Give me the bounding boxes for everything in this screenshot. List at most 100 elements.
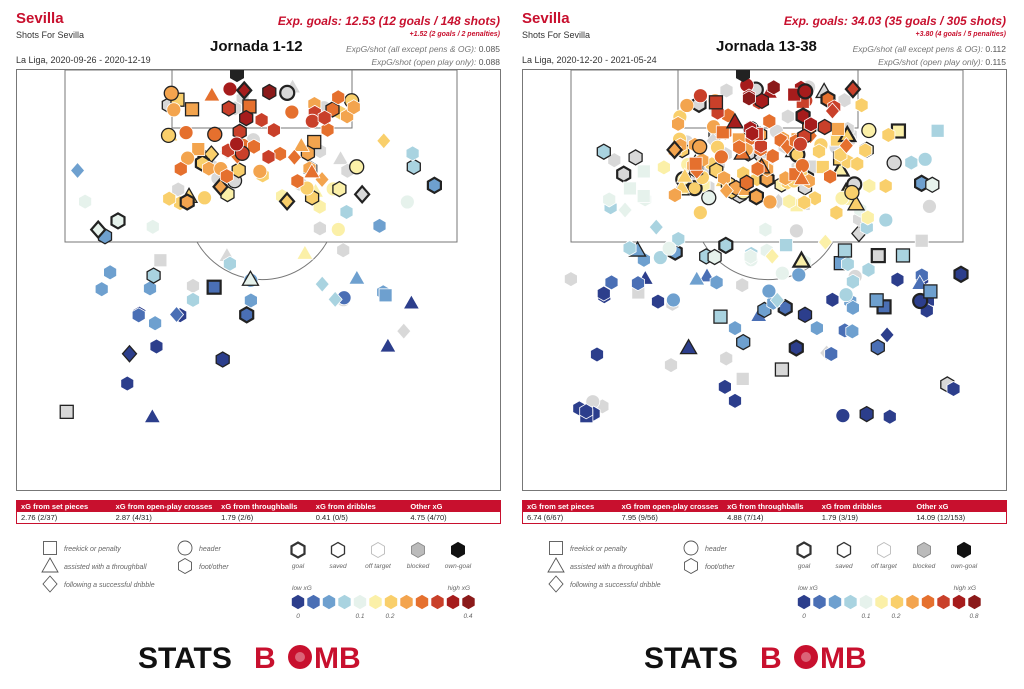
shot-marker: [346, 99, 361, 116]
shot-marker: [824, 102, 840, 120]
shot-marker: [679, 338, 698, 355]
shot-marker: [579, 403, 594, 420]
table-cell: 4.88 (7/14): [727, 513, 764, 522]
table-cell: 0.41 (0/5): [315, 513, 348, 522]
shot-marker: [774, 265, 790, 281]
shot-marker: [774, 362, 790, 377]
shot-marker: [145, 218, 160, 235]
shot-marker: [815, 160, 830, 174]
logo-ball-highlight: [801, 652, 811, 662]
legend-shape-key: [178, 557, 192, 575]
legend-label: off target: [365, 563, 392, 570]
exp-goals: Exp. goals: 12.53 (12 goals / 148 shots): [277, 14, 500, 28]
shot-marker: [692, 205, 708, 221]
legend-outcome-key: [411, 541, 425, 559]
shot-marker: [78, 193, 92, 210]
legend-outcome-key: [290, 541, 306, 559]
legend-high-xg: high xG: [448, 585, 470, 592]
legend-label: assisted with a throughball: [64, 564, 147, 571]
shot-marker: [222, 255, 237, 272]
shot-marker: [426, 176, 442, 195]
shot-marker: [623, 181, 637, 196]
exp-goals-penalties: +3.80 (4 goals / 5 penalties): [915, 31, 1006, 38]
legend-shape-key: [43, 541, 57, 555]
legend-outcome-key: [917, 541, 931, 559]
shot-marker: [807, 190, 822, 207]
shot-marker: [882, 408, 897, 425]
shot-marker: [231, 161, 246, 179]
legend-label: blocked: [407, 563, 430, 570]
legend-outcome-key: [877, 541, 891, 559]
logo-text-left: STATS: [644, 642, 738, 674]
logo-ball-icon: [794, 645, 818, 669]
legend-label: own-goal: [445, 563, 472, 570]
shot-marker: [676, 167, 694, 183]
shot-marker: [219, 168, 234, 185]
color-scale-swatch: [430, 594, 445, 610]
shot-marker: [235, 80, 253, 101]
shot-marker: [348, 269, 366, 285]
shot-marker: [246, 138, 261, 155]
legend-shape-key: [41, 557, 59, 573]
legend-shape-key: [683, 540, 699, 556]
shot-marker: [707, 248, 722, 266]
shot-marker: [718, 182, 734, 200]
table-cell: 1.79 (3/19): [821, 513, 859, 522]
shot-marker: [110, 212, 126, 230]
shot-marker: [797, 83, 814, 100]
shot-marker: [904, 154, 919, 171]
shot-marker: [953, 265, 969, 284]
legend-label: goal: [798, 563, 811, 570]
color-scale-swatch: [828, 594, 842, 610]
table-cell: 4.75 (4/70): [410, 513, 447, 522]
shot-marker: [243, 292, 258, 309]
shot-marker: [844, 79, 862, 99]
shot-marker: [858, 142, 873, 159]
own-goal-marker: [230, 70, 244, 83]
shot-marker: [564, 271, 578, 288]
table-cell: 6.74 (6/67): [527, 513, 564, 522]
shot-marker: [743, 248, 758, 265]
logo-svg: STATS B MB: [138, 642, 361, 675]
shot-marker: [89, 219, 107, 240]
shot-marker: [845, 323, 860, 340]
legend-label: header: [199, 546, 221, 553]
legend-outcome-key: [796, 541, 812, 559]
table-header: Other xG: [410, 502, 443, 511]
shot-marker: [221, 100, 236, 117]
color-scale-tick: 0.2: [385, 613, 394, 620]
shot-marker: [765, 148, 780, 164]
shot-marker: [779, 238, 793, 253]
shot-marker: [327, 290, 343, 308]
shot-marker: [709, 274, 724, 291]
color-scale-swatch: [384, 594, 398, 610]
color-scale-tick: 0: [802, 613, 806, 620]
shot-marker: [664, 357, 678, 374]
color-scale-swatch: [952, 594, 966, 610]
shot-marker: [229, 136, 245, 152]
shot-marker: [166, 102, 182, 118]
legend-label: freekick or penalty: [570, 546, 627, 553]
shot-marker: [895, 248, 911, 263]
color-scale-tick: 0.4: [463, 613, 472, 620]
shot-marker: [838, 137, 854, 155]
own-goal-marker: [736, 70, 750, 83]
subtitle: Shots For Sevilla: [522, 30, 591, 40]
color-scale-swatch: [291, 594, 305, 610]
shot-marker: [792, 136, 808, 152]
shot-marker: [881, 127, 896, 143]
shotmap-panel-left: Sevilla Shots For Sevilla La Liga, 2020-…: [10, 0, 501, 689]
penalty-box: [64, 70, 458, 243]
exp-goals: Exp. goals: 34.03 (35 goals / 305 shots): [783, 14, 1006, 28]
penalty-box: [570, 70, 964, 243]
legend-shape-key: [177, 540, 193, 556]
table-header: xG from dribbles: [821, 502, 882, 511]
legend-label: blocked: [913, 563, 936, 570]
legend-label: assisted with a throughball: [570, 564, 653, 571]
color-scale-swatch: [905, 594, 920, 610]
shot-marker: [753, 137, 768, 154]
shot-marker: [725, 112, 745, 129]
shot-marker: [379, 337, 397, 353]
color-scale-swatch: [337, 594, 352, 610]
shot-marker: [317, 109, 332, 126]
